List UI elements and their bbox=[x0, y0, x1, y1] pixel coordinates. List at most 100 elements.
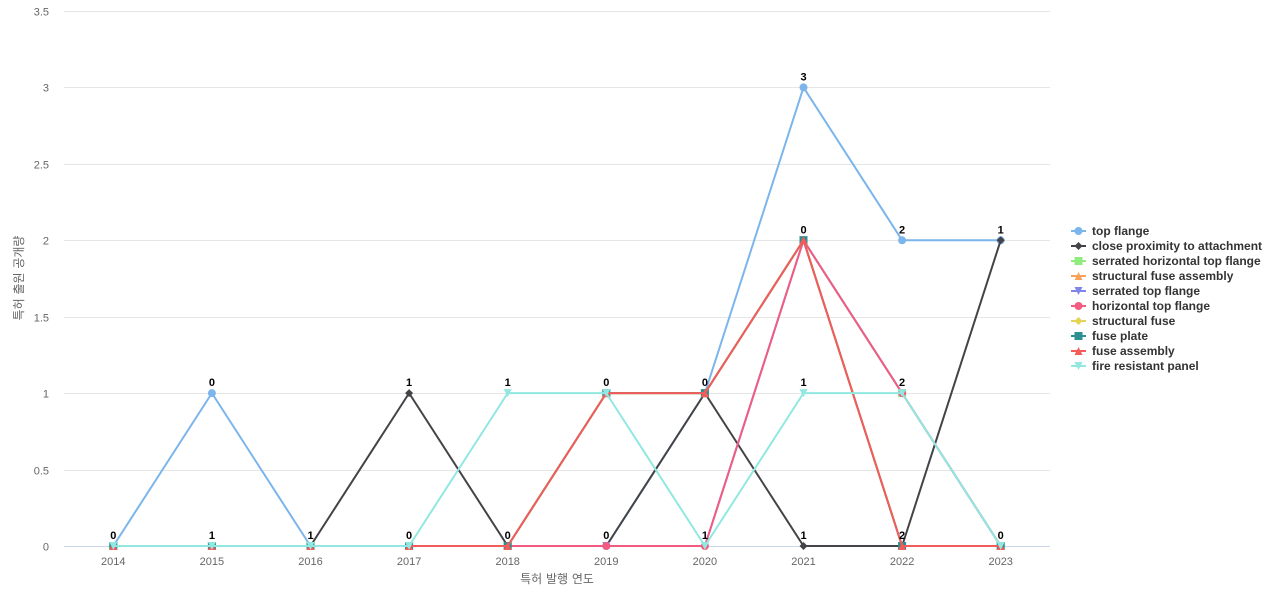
legend-marker bbox=[1074, 362, 1083, 370]
data-label: 2 bbox=[899, 530, 905, 542]
data-point bbox=[306, 542, 315, 550]
legend-marker bbox=[1074, 272, 1083, 280]
legend-item[interactable]: close proximity to attachment bbox=[1071, 239, 1262, 253]
legend-item[interactable]: horizontal top flange bbox=[1071, 299, 1210, 313]
legend-item[interactable]: serrated horizontal top flange bbox=[1071, 254, 1261, 268]
data-label: 1 bbox=[406, 377, 412, 389]
x-axis-title: 특허 발행 연도 bbox=[520, 571, 594, 586]
x-tick-label: 2016 bbox=[298, 556, 322, 568]
data-label: 1 bbox=[998, 224, 1004, 236]
data-point bbox=[799, 83, 808, 92]
legend-item[interactable]: serrated top flange bbox=[1071, 284, 1200, 298]
data-point bbox=[207, 542, 216, 550]
legend-item[interactable]: structural fuse assembly bbox=[1071, 269, 1234, 283]
series-layer bbox=[109, 83, 1005, 550]
legend-marker bbox=[1074, 227, 1083, 235]
data-label: 0 bbox=[603, 530, 609, 542]
data-point bbox=[405, 542, 414, 550]
data-point bbox=[898, 389, 907, 398]
y-tick-label: 2.5 bbox=[34, 160, 49, 172]
y-tick-label: 3.5 bbox=[34, 7, 49, 19]
legend-item[interactable]: top flange bbox=[1071, 224, 1150, 238]
data-label: 3 bbox=[800, 71, 806, 83]
legend-marker bbox=[1074, 302, 1083, 310]
x-tick-label: 2018 bbox=[495, 556, 519, 568]
data-label: 1 bbox=[505, 377, 511, 389]
legend-label: serrated horizontal top flange bbox=[1092, 254, 1261, 268]
data-label: 2 bbox=[899, 224, 905, 236]
x-axis-ticks: 2014 2015 2016 2017 2018 2019 2020 2021 2022 2023 bbox=[101, 556, 1013, 568]
y-tick-label: 1.5 bbox=[34, 313, 49, 325]
x-tick-label: 2017 bbox=[397, 556, 421, 568]
data-label: 2 bbox=[899, 377, 905, 389]
legend-item[interactable]: structural fuse bbox=[1071, 314, 1176, 328]
y-axis-ticks: 0 0.5 1 1.5 2 2.5 3 3.5 bbox=[34, 7, 49, 554]
series-top-flange bbox=[109, 83, 1005, 550]
data-point bbox=[207, 389, 216, 398]
legend-label: structural fuse assembly bbox=[1092, 269, 1234, 283]
data-point bbox=[109, 542, 118, 550]
legend-item[interactable]: fuse plate bbox=[1071, 329, 1148, 343]
legend-label: fire resistant panel bbox=[1092, 359, 1199, 373]
legend-marker bbox=[1074, 242, 1083, 250]
legend-label: serrated top flange bbox=[1092, 284, 1200, 298]
data-label: 0 bbox=[406, 530, 412, 542]
data-label: 1 bbox=[209, 530, 215, 542]
data-label: 1 bbox=[702, 530, 708, 542]
data-point bbox=[799, 389, 808, 398]
y-tick-label: 1 bbox=[43, 389, 49, 401]
legend-marker bbox=[1074, 317, 1083, 325]
data-point bbox=[503, 542, 512, 550]
legend-label: fuse assembly bbox=[1092, 344, 1175, 358]
y-tick-label: 3 bbox=[43, 83, 49, 95]
data-label: 1 bbox=[800, 530, 806, 542]
data-point bbox=[405, 389, 414, 398]
legend-label: horizontal top flange bbox=[1092, 299, 1210, 313]
legend-marker bbox=[1074, 332, 1083, 340]
data-label: 0 bbox=[209, 377, 215, 389]
data-point bbox=[898, 236, 907, 245]
legend-item[interactable]: fire resistant panel bbox=[1071, 359, 1199, 373]
x-tick-label: 2014 bbox=[101, 556, 125, 568]
x-tick-label: 2021 bbox=[791, 556, 815, 568]
x-tick-label: 2020 bbox=[693, 556, 717, 568]
data-point bbox=[602, 389, 611, 398]
legend-label: fuse plate bbox=[1092, 329, 1148, 343]
legend-label: structural fuse bbox=[1092, 314, 1176, 328]
data-label: 0 bbox=[800, 224, 806, 236]
data-labels: 0 1 0 1 0 1 0 1 0 0 1 0 1 1 0 3 2 2 2 0 1 bbox=[110, 71, 1004, 542]
y-tick-label: 0 bbox=[43, 542, 49, 554]
data-point bbox=[799, 236, 808, 245]
data-point bbox=[602, 542, 611, 550]
data-point bbox=[898, 542, 907, 550]
data-label: 0 bbox=[998, 530, 1004, 542]
data-label: 0 bbox=[702, 377, 708, 389]
data-label: 0 bbox=[603, 377, 609, 389]
y-tick-label: 0.5 bbox=[34, 466, 49, 478]
data-point bbox=[799, 542, 808, 550]
x-tick-label: 2015 bbox=[200, 556, 224, 568]
legend-marker bbox=[1074, 287, 1083, 295]
data-label: 1 bbox=[800, 377, 806, 389]
legend-label: close proximity to attachment bbox=[1092, 239, 1262, 253]
data-point bbox=[996, 236, 1005, 245]
data-point bbox=[996, 542, 1005, 550]
legend-item[interactable]: fuse assembly bbox=[1071, 344, 1175, 358]
x-tick-label: 2023 bbox=[988, 556, 1012, 568]
legend-label: top flange bbox=[1092, 224, 1150, 238]
series-fire-resistant-panel bbox=[109, 389, 1005, 550]
x-tick-label: 2022 bbox=[890, 556, 914, 568]
series-line bbox=[113, 392, 1002, 547]
data-point bbox=[503, 389, 512, 398]
series-line bbox=[112, 86, 1001, 547]
y-axis-title: 특허 출원 공개량 bbox=[12, 236, 26, 321]
data-label: 0 bbox=[505, 530, 511, 542]
data-label: 0 bbox=[110, 530, 116, 542]
data-label: 1 bbox=[307, 530, 313, 542]
grid-lines bbox=[64, 11, 1050, 471]
y-tick-label: 2 bbox=[43, 236, 49, 248]
x-tick-label: 2019 bbox=[594, 556, 618, 568]
data-point bbox=[700, 389, 709, 398]
